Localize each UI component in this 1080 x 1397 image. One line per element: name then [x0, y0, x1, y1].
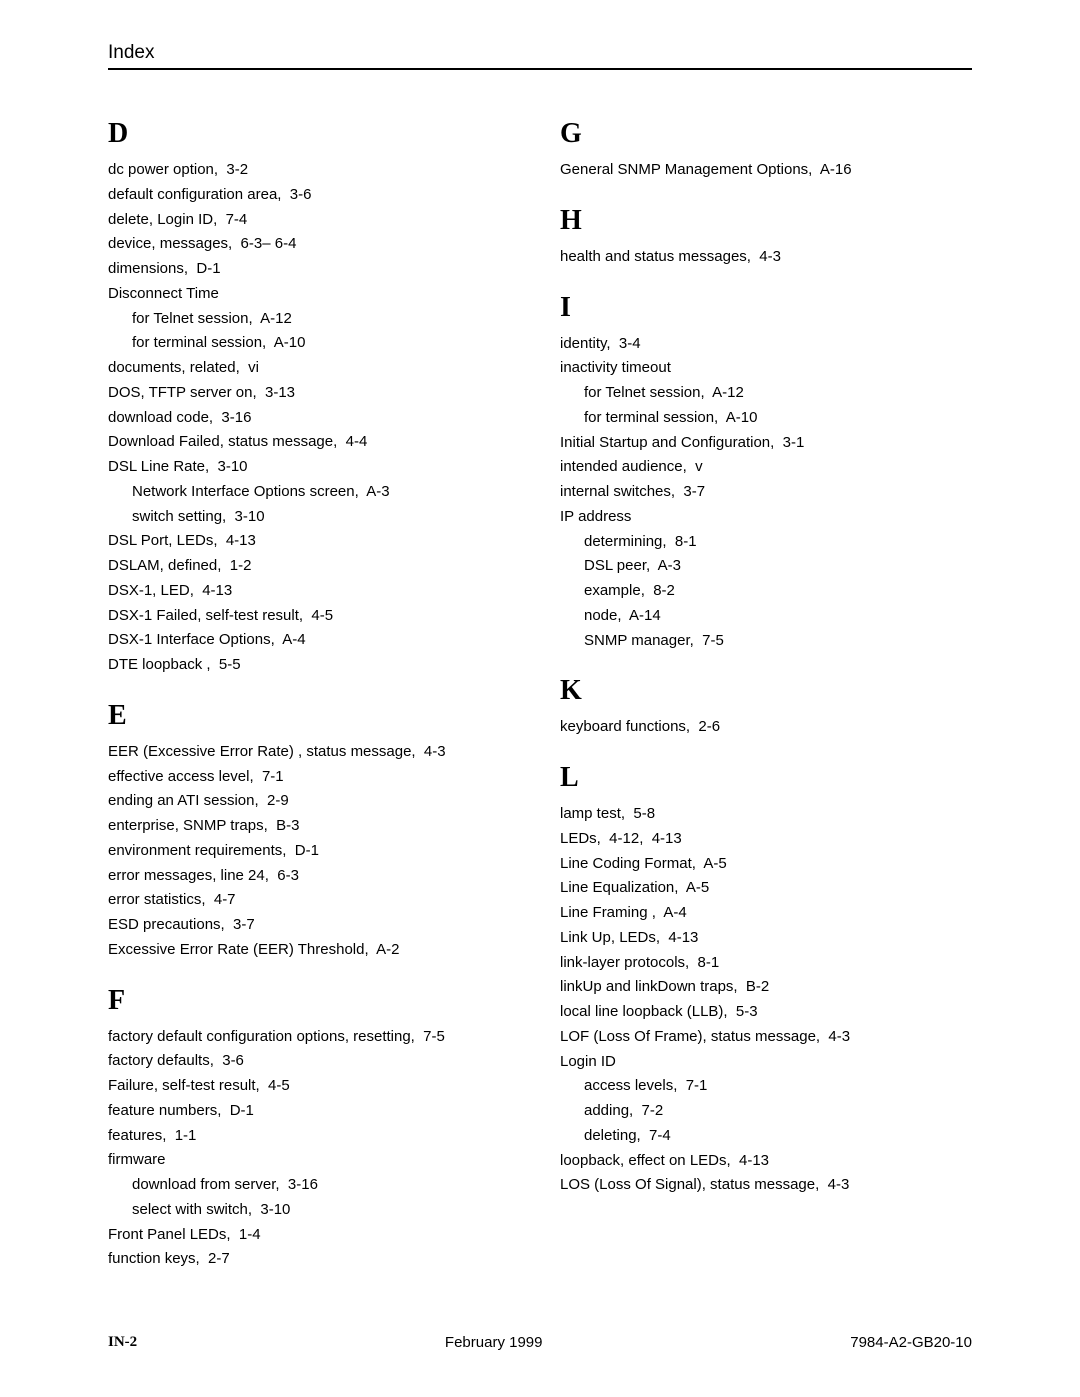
index-entry: local line loopback (LLB), 5-3 [560, 1000, 972, 1025]
section-entries-f: factory default configuration options, r… [108, 1025, 520, 1273]
index-entry: Line Framing , A-4 [560, 901, 972, 926]
section-entries-i: identity, 3-4inactivity timeoutfor Telne… [560, 332, 972, 654]
index-entry: EER (Excessive Error Rate) , status mess… [108, 740, 520, 765]
index-entry: ending an ATI session, 2-9 [108, 789, 520, 814]
section-letter-h: H [560, 205, 972, 237]
index-entry: select with switch, 3-10 [108, 1198, 520, 1223]
index-entry: Front Panel LEDs, 1-4 [108, 1223, 520, 1248]
index-entry: General SNMP Management Options, A-16 [560, 158, 972, 183]
right-column: G General SNMP Management Options, A-16 Hh… [560, 118, 972, 1272]
index-entry: features, 1-1 [108, 1124, 520, 1149]
index-entry: DSL Line Rate, 3-10 [108, 455, 520, 480]
index-entry: DSL peer, A-3 [560, 554, 972, 579]
index-entry: adding, 7-2 [560, 1099, 972, 1124]
index-entry: DSX-1 Failed, self-test result, 4-5 [108, 604, 520, 629]
index-entry: ESD precautions, 3-7 [108, 913, 520, 938]
index-entry: Line Coding Format, A-5 [560, 852, 972, 877]
index-entry: Download Failed, status message, 4-4 [108, 430, 520, 455]
page-header: Index [108, 42, 972, 70]
index-entry: DTE loopback , 5-5 [108, 653, 520, 678]
footer-date: February 1999 [445, 1334, 543, 1351]
footer-docid: 7984-A2-GB20-10 [850, 1334, 972, 1351]
index-entry: environment requirements, D-1 [108, 839, 520, 864]
index-entry: Initial Startup and Configuration, 3-1 [560, 431, 972, 456]
section-letter-f: F [108, 985, 520, 1017]
index-entry: lamp test, 5-8 [560, 802, 972, 827]
section-letter-l: L [560, 762, 972, 794]
index-entry: factory defaults, 3-6 [108, 1049, 520, 1074]
index-entry: example, 8-2 [560, 579, 972, 604]
index-entry: effective access level, 7-1 [108, 765, 520, 790]
columns: Ddc power option, 3-2default configurati… [108, 118, 972, 1272]
section-letter-k: K [560, 675, 972, 707]
index-entry: determining, 8-1 [560, 530, 972, 555]
page: Index Ddc power option, 3-2default confi… [0, 0, 1080, 1397]
index-entry: deleting, 7-4 [560, 1124, 972, 1149]
index-entry: download from server, 3-16 [108, 1173, 520, 1198]
index-entry: device, messages, 6-3– 6-4 [108, 232, 520, 257]
section-letter-g: G [560, 118, 972, 150]
index-entry: Excessive Error Rate (EER) Threshold, A-… [108, 938, 520, 963]
index-entry: for terminal session, A-10 [108, 331, 520, 356]
index-entry: function keys, 2-7 [108, 1247, 520, 1272]
index-entry: Line Equalization, A-5 [560, 876, 972, 901]
index-entry: LEDs, 4-12, 4-13 [560, 827, 972, 852]
footer-page-number: IN-2 [108, 1334, 137, 1351]
index-entry: LOS (Loss Of Signal), status message, 4-… [560, 1173, 972, 1198]
index-entry: DOS, TFTP server on, 3-13 [108, 381, 520, 406]
index-entry: Network Interface Options screen, A-3 [108, 480, 520, 505]
index-entry: node, A-14 [560, 604, 972, 629]
index-entry: DSX-1, LED, 4-13 [108, 579, 520, 604]
index-entry: Failure, self-test result, 4-5 [108, 1074, 520, 1099]
index-entry: SNMP manager, 7-5 [560, 629, 972, 654]
section-entries-d: dc power option, 3-2default configuratio… [108, 158, 520, 678]
section-letter-i: I [560, 292, 972, 324]
section-letter-e: E [108, 700, 520, 732]
index-entry: inactivity timeout [560, 356, 972, 381]
index-entry: error messages, line 24, 6-3 [108, 864, 520, 889]
index-entry: for Telnet session, A-12 [560, 381, 972, 406]
index-entry: documents, related, vi [108, 356, 520, 381]
index-entry: delete, Login ID, 7-4 [108, 208, 520, 233]
index-entry: link-layer protocols, 8-1 [560, 951, 972, 976]
index-entry: switch setting, 3-10 [108, 505, 520, 530]
index-entry: for terminal session, A-10 [560, 406, 972, 431]
index-entry: Disconnect Time [108, 282, 520, 307]
index-entry: identity, 3-4 [560, 332, 972, 357]
index-entry: intended audience, v [560, 455, 972, 480]
section-letter-d: D [108, 118, 520, 150]
index-entry: linkUp and linkDown traps, B-2 [560, 975, 972, 1000]
index-entry: keyboard functions, 2-6 [560, 715, 972, 740]
footer: IN-2 February 1999 7984-A2-GB20-10 [108, 1334, 972, 1351]
index-entry: error statistics, 4-7 [108, 888, 520, 913]
index-entry: DSL Port, LEDs, 4-13 [108, 529, 520, 554]
index-entry: health and status messages, 4-3 [560, 245, 972, 270]
index-entry: Link Up, LEDs, 4-13 [560, 926, 972, 951]
index-entry: default configuration area, 3-6 [108, 183, 520, 208]
index-entry: access levels, 7-1 [560, 1074, 972, 1099]
index-entry: Login ID [560, 1050, 972, 1075]
section-entries-g: General SNMP Management Options, A-16 [560, 158, 972, 183]
index-entry: for Telnet session, A-12 [108, 307, 520, 332]
index-entry: loopback, effect on LEDs, 4-13 [560, 1149, 972, 1174]
section-entries-e: EER (Excessive Error Rate) , status mess… [108, 740, 520, 963]
index-entry: internal switches, 3-7 [560, 480, 972, 505]
index-entry: dc power option, 3-2 [108, 158, 520, 183]
left-column: Ddc power option, 3-2default configurati… [108, 118, 520, 1272]
index-entry: IP address [560, 505, 972, 530]
index-entry: feature numbers, D-1 [108, 1099, 520, 1124]
index-entry: DSLAM, defined, 1-2 [108, 554, 520, 579]
index-entry: factory default configuration options, r… [108, 1025, 520, 1050]
section-entries-l: lamp test, 5-8LEDs, 4-12, 4-13Line Codin… [560, 802, 972, 1198]
section-entries-h: health and status messages, 4-3 [560, 245, 972, 270]
index-entry: firmware [108, 1148, 520, 1173]
index-entry: download code, 3-16 [108, 406, 520, 431]
section-entries-k: keyboard functions, 2-6 [560, 715, 972, 740]
index-entry: LOF (Loss Of Frame), status message, 4-3 [560, 1025, 972, 1050]
index-entry: dimensions, D-1 [108, 257, 520, 282]
index-entry: DSX-1 Interface Options, A-4 [108, 628, 520, 653]
index-entry: enterprise, SNMP traps, B-3 [108, 814, 520, 839]
